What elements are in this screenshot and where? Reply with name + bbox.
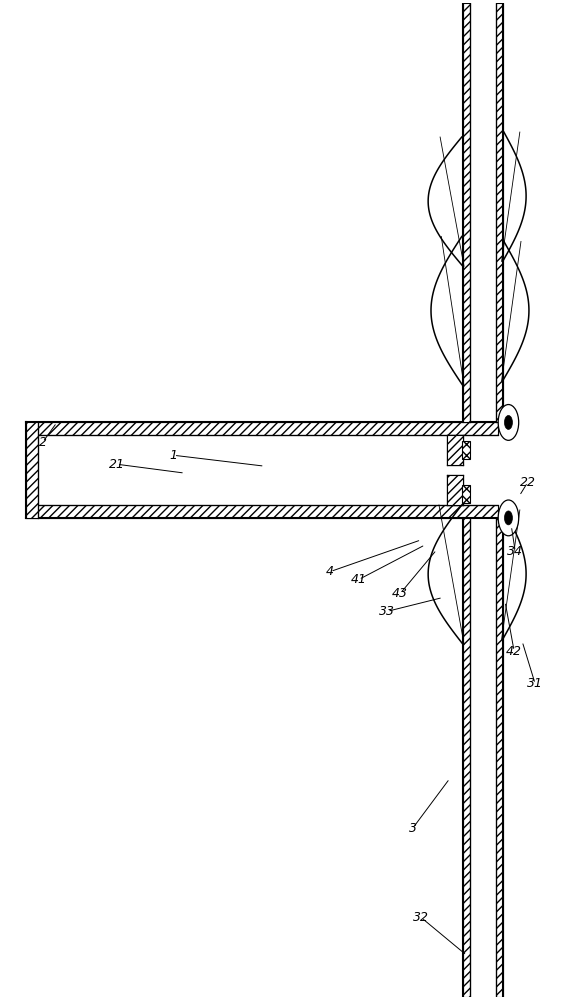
Text: 3: 3	[409, 822, 417, 835]
Bar	[470, 518, 496, 997]
Text: 33: 33	[379, 605, 395, 618]
Text: 43: 43	[392, 587, 408, 600]
Text: 2: 2	[39, 436, 47, 449]
Bar	[463, 3, 470, 422]
Text: 1: 1	[170, 449, 178, 462]
Bar	[25, 505, 498, 518]
Text: 41: 41	[351, 573, 367, 586]
Bar	[25, 422, 38, 518]
Bar	[470, 3, 496, 422]
Circle shape	[504, 511, 512, 525]
Text: 42: 42	[506, 645, 522, 658]
Text: 21: 21	[109, 458, 125, 471]
Bar	[25, 422, 498, 435]
Text: 34: 34	[507, 545, 523, 558]
Bar	[447, 435, 463, 465]
Circle shape	[498, 500, 519, 536]
Bar	[462, 441, 470, 459]
Bar	[447, 475, 463, 505]
Bar	[462, 485, 470, 503]
Bar	[463, 518, 470, 997]
Text: 32: 32	[413, 911, 430, 924]
Text: 22: 22	[520, 476, 536, 489]
Text: 31: 31	[527, 677, 543, 690]
Text: 4: 4	[326, 565, 334, 578]
Bar	[496, 518, 503, 997]
Bar	[496, 3, 503, 422]
Bar	[25, 435, 498, 505]
Circle shape	[498, 405, 519, 440]
Circle shape	[504, 415, 512, 429]
